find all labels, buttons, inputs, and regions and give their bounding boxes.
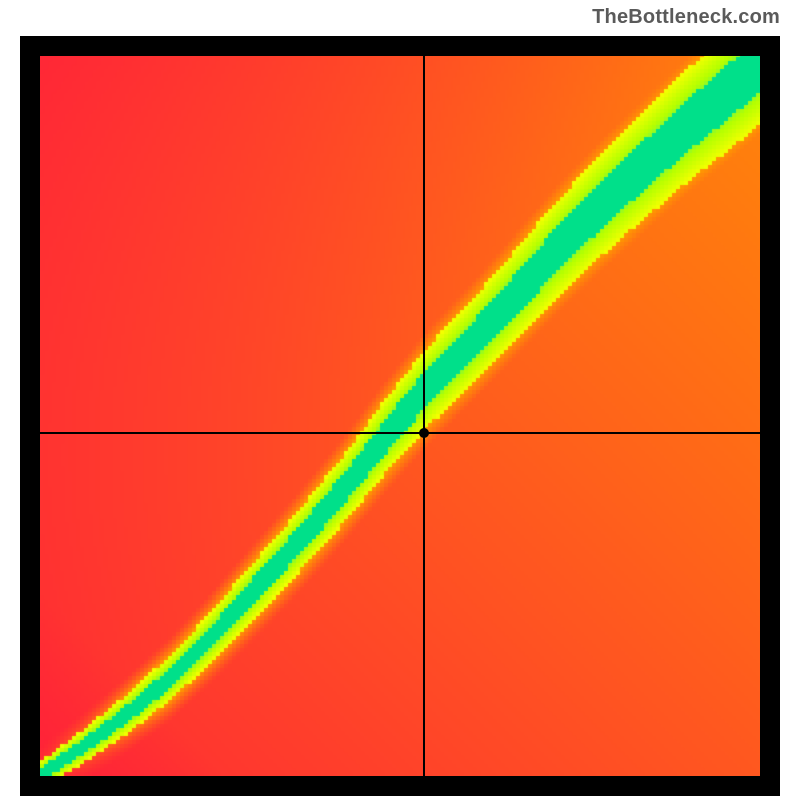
heatmap-canvas	[40, 56, 760, 776]
crosshair-vertical	[423, 56, 425, 776]
crosshair-horizontal	[40, 432, 760, 434]
attribution-label: TheBottleneck.com	[592, 6, 780, 29]
crosshair-marker	[419, 428, 429, 438]
page-root: TheBottleneck.com	[0, 0, 800, 800]
